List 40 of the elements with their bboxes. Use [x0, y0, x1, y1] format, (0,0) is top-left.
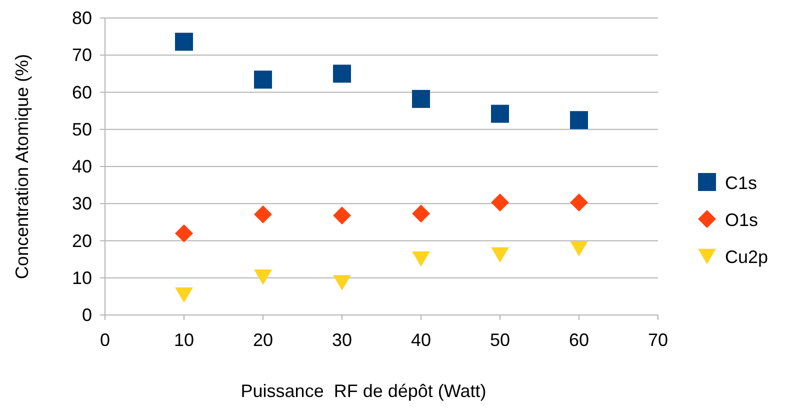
y-axis-title: Concentration Atomique (%): [12, 54, 32, 280]
y-tick-label: 20: [72, 230, 92, 251]
y-tick-label: 30: [72, 194, 92, 214]
point: [333, 275, 351, 290]
y-tick-label: 40: [72, 156, 92, 176]
point: [570, 194, 588, 212]
x-tick-label: 40: [410, 330, 432, 350]
point: [175, 32, 193, 51]
legend-label: C1s: [725, 173, 758, 193]
y-tick-label: 60: [72, 82, 92, 102]
point: [491, 104, 509, 123]
x-tick-label: 20: [252, 330, 274, 350]
point: [491, 194, 509, 212]
point: [412, 204, 430, 223]
legend-label: O1s: [725, 210, 758, 230]
y-tick-label: 10: [72, 268, 92, 288]
point: [254, 270, 272, 285]
point: [254, 205, 272, 224]
point: [333, 64, 351, 83]
y-tick-label: 70: [72, 45, 92, 66]
point: [175, 287, 193, 303]
y-tick-label: 80: [72, 8, 92, 28]
y-tick-label: 50: [72, 119, 92, 140]
x-tick-label: 60: [568, 330, 590, 350]
point: [491, 247, 509, 263]
point: [412, 251, 430, 267]
point: [412, 90, 430, 108]
point: [570, 111, 588, 130]
y-tick-label: 0: [82, 305, 92, 325]
point: [333, 206, 351, 225]
legend-label: Cu2p: [725, 247, 768, 267]
point: [175, 224, 193, 242]
x-tick-label: 10: [174, 330, 194, 350]
point: [570, 240, 588, 256]
point: [254, 70, 272, 89]
x-tick-label: 0: [100, 330, 110, 350]
x-tick-label: 70: [648, 330, 668, 350]
x-tick-label: 30: [332, 330, 352, 350]
x-axis-title: Puissance RF de dépôt (Watt): [240, 381, 486, 401]
x-tick-label: 50: [490, 330, 510, 350]
